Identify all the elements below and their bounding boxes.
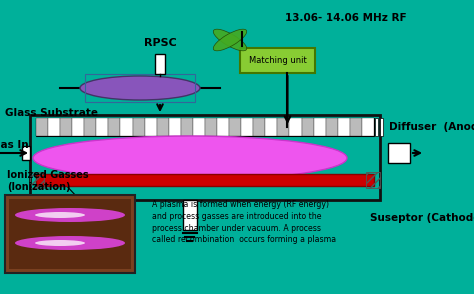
Text: Suseptor (Cathode): Suseptor (Cathode)	[370, 213, 474, 223]
Bar	[375, 118, 378, 136]
Ellipse shape	[15, 208, 125, 222]
Bar	[60, 118, 72, 136]
Bar	[290, 118, 301, 136]
Ellipse shape	[213, 29, 247, 51]
Text: Glass Substrate: Glass Substrate	[5, 108, 98, 118]
Bar	[155, 54, 165, 74]
Bar	[30, 172, 44, 188]
Bar	[253, 118, 265, 136]
Bar	[109, 118, 120, 136]
Bar	[314, 118, 326, 136]
Bar	[9, 199, 131, 269]
Bar	[96, 118, 109, 136]
Bar	[36, 118, 48, 136]
Bar	[5, 195, 135, 273]
Ellipse shape	[80, 76, 200, 100]
Bar	[169, 118, 181, 136]
Bar	[30, 115, 380, 200]
Bar	[183, 200, 197, 230]
Bar	[181, 118, 193, 136]
Bar	[157, 118, 169, 136]
Bar	[277, 118, 290, 136]
Ellipse shape	[35, 240, 85, 246]
Bar	[193, 118, 205, 136]
Bar	[388, 143, 410, 163]
Text: 13.06- 14.06 MHz RF: 13.06- 14.06 MHz RF	[285, 13, 407, 23]
Bar	[22, 146, 30, 160]
Bar	[72, 118, 84, 136]
Bar	[205, 118, 217, 136]
Ellipse shape	[15, 236, 125, 250]
Bar	[145, 118, 157, 136]
Text: Diffuser  (Anode): Diffuser (Anode)	[389, 122, 474, 132]
Text: Ionized Gasses
(Ionization): Ionized Gasses (Ionization)	[7, 170, 89, 192]
Bar	[36, 118, 374, 136]
Bar	[133, 118, 145, 136]
Bar	[217, 118, 229, 136]
Bar	[301, 118, 314, 136]
Bar	[350, 118, 362, 136]
Bar	[265, 118, 277, 136]
Bar	[229, 118, 241, 136]
Ellipse shape	[33, 136, 347, 180]
Text: Gas In: Gas In	[0, 140, 28, 150]
Bar	[326, 118, 338, 136]
Bar	[48, 118, 60, 136]
Bar	[85, 74, 195, 102]
Bar	[240, 48, 315, 73]
Bar	[241, 118, 253, 136]
Ellipse shape	[213, 29, 247, 51]
Text: Matching unit: Matching unit	[249, 56, 306, 65]
Bar	[120, 118, 133, 136]
Bar	[362, 118, 374, 136]
Bar	[380, 118, 383, 136]
Bar	[84, 118, 96, 136]
Bar	[338, 118, 350, 136]
Text: A plasma is formed when energy (RF energy)
and process gasses are introduced int: A plasma is formed when energy (RF energ…	[152, 200, 336, 244]
Bar	[36, 174, 374, 186]
Text: RPSC: RPSC	[144, 38, 176, 48]
Ellipse shape	[35, 212, 85, 218]
Bar	[366, 172, 380, 188]
